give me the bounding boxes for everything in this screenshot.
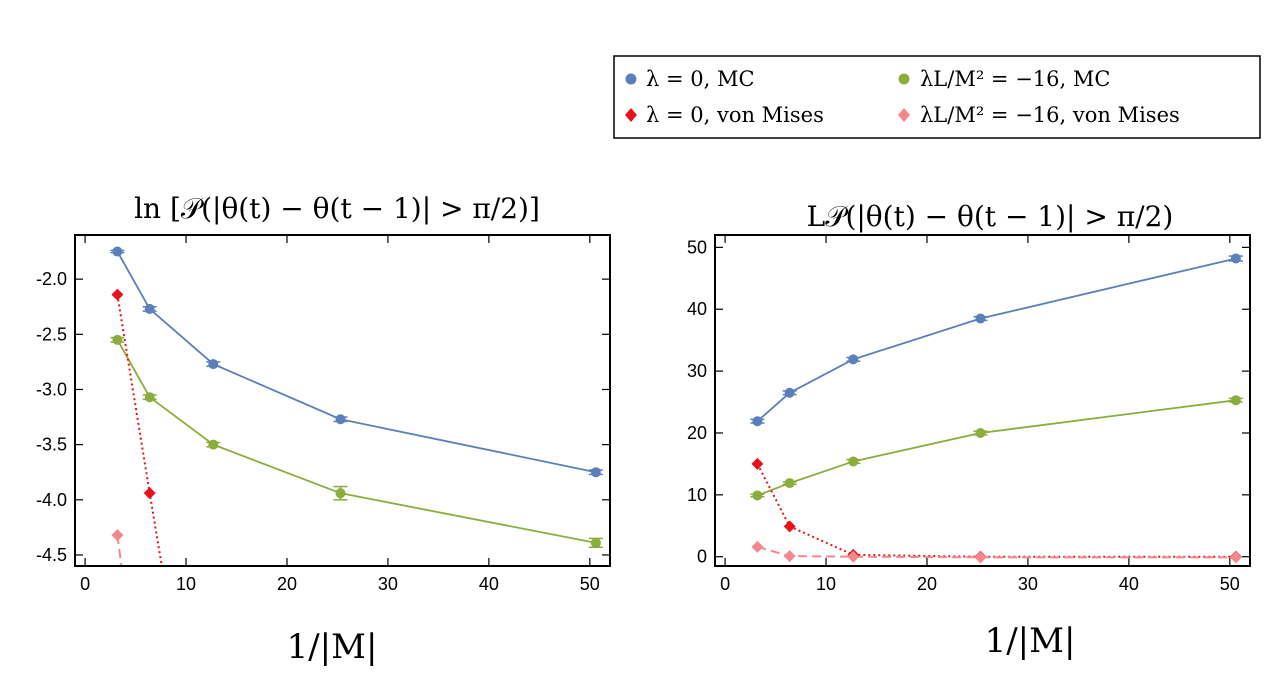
left-chart-point-mc0 — [335, 414, 346, 425]
left-chart-point-vm0 — [111, 288, 124, 301]
left-chart-ytick-label: -2.0 — [36, 269, 67, 289]
right-chart-xtick-label: 30 — [1018, 574, 1038, 594]
left-chart-point-mc0 — [112, 246, 123, 257]
left-chart-xtick-label: 30 — [378, 574, 398, 594]
left-chart-ticks: 0 10 20 30 40 50 -2.0 -2.5 -3.0 -3.5 -4.0 -4.5 — [36, 235, 610, 594]
legend-entry-mc0: λ = 0, MC — [625, 67, 755, 91]
right-chart-point-mc16 — [1230, 395, 1241, 406]
right-chart-line-vm16 — [757, 545, 1236, 559]
right-chart-point-mc16 — [848, 456, 859, 467]
right-chart-point-vm0 — [783, 520, 796, 533]
legend: λ = 0, MC λL/M² = −16, MC λ = 0, von Mis… — [613, 55, 1261, 139]
legend-marker-mc16 — [898, 73, 910, 85]
right-chart-ytick-label: 30 — [687, 361, 707, 381]
right-chart-point-mc0 — [975, 313, 986, 324]
left-chart-line-mc16 — [116, 339, 597, 544]
left-chart-series — [110, 246, 603, 566]
left-chart-xlabel: 1/|M| — [287, 627, 378, 667]
right-chart-point-vm16 — [847, 550, 860, 563]
left-chart-line-mc0 — [116, 251, 597, 474]
right-chart-xtick-label: 10 — [816, 574, 836, 594]
right-chart-point-vm0 — [751, 457, 764, 470]
right-chart-ytick-label: 20 — [687, 423, 707, 443]
left-chart-point-mc16 — [144, 392, 155, 403]
right-chart-series — [750, 253, 1243, 564]
legend-box — [613, 55, 1261, 139]
right-chart-xtick-label: 20 — [917, 574, 937, 594]
right-chart-xlabel: 1/|M| — [985, 621, 1076, 661]
left-chart-ytick-label: -2.5 — [36, 324, 67, 344]
legend-marker-vm16 — [898, 108, 910, 122]
left-chart-point-vm16 — [111, 529, 124, 542]
left-chart-xtick-label: 0 — [80, 574, 90, 594]
left-chart-point-mc16 — [590, 537, 601, 548]
right-chart-ytick-label: 50 — [687, 237, 707, 257]
left-chart-xtick-label: 50 — [580, 574, 600, 594]
legend-label-vm16: λL/M² = −16, von Mises — [920, 103, 1180, 127]
right-chart-xtick-label: 40 — [1119, 574, 1139, 594]
right-chart-point-mc0 — [752, 416, 763, 427]
left-chart-point-vm0 — [143, 487, 156, 500]
left-chart-line-vm0 — [116, 294, 163, 566]
left-chart-series-vm0 — [111, 288, 163, 566]
right-chart-series-mc0 — [750, 253, 1243, 427]
legend-entry-mc16: λL/M² = −16, MC — [898, 67, 1110, 91]
right-chart-ticks: 0 10 20 30 40 50 0 10 20 30 40 50 — [687, 235, 1250, 594]
left-chart-xtick-label: 10 — [176, 574, 196, 594]
right-chart-line-mc0 — [756, 257, 1237, 422]
right-chart-xtick-label: 0 — [720, 574, 730, 594]
right-chart-series-vm16 — [751, 540, 1242, 564]
left-chart-ytick-label: -4.0 — [36, 490, 67, 510]
right-chart-point-mc0 — [784, 387, 795, 398]
right-chart-frame — [714, 234, 1251, 567]
left-chart-point-mc16 — [335, 488, 346, 499]
right-chart-point-vm16 — [783, 550, 796, 563]
legend-marker-vm0 — [625, 108, 637, 122]
legend-label-mc16: λL/M² = −16, MC — [920, 67, 1110, 91]
legend-entry-vm16: λL/M² = −16, von Mises — [898, 103, 1180, 127]
left-chart-frame — [74, 234, 611, 567]
left-chart-point-mc16 — [112, 334, 123, 345]
left-chart-series-mc16 — [110, 334, 603, 548]
left-chart-ytick-label: -3.5 — [36, 435, 67, 455]
left-chart-xtick-label: 20 — [277, 574, 297, 594]
right-chart-point-mc16 — [752, 490, 763, 501]
left-chart-point-mc0 — [144, 303, 155, 314]
left-chart-point-mc0 — [208, 359, 219, 370]
right-chart-ytick-label: 40 — [687, 299, 707, 319]
right-chart-line-vm0 — [756, 463, 1236, 558]
right-chart-point-mc16 — [784, 478, 795, 489]
right-chart-point-vm16 — [974, 551, 987, 564]
right-chart-line-mc16 — [757, 399, 1236, 497]
left-chart-xtick-label: 40 — [479, 574, 499, 594]
right-chart-point-mc16 — [975, 427, 986, 438]
right-chart-xtick-label: 50 — [1220, 574, 1240, 594]
left-chart-ytick-label: -4.5 — [36, 545, 67, 565]
right-chart-title: L𝒫(|θ(t) − θ(t − 1)| > π/2) — [807, 200, 1174, 233]
right-chart-ytick-label: 10 — [687, 485, 707, 505]
left-chart: ln [𝒫(|θ(t) − θ(t − 1)| > π/2)] 0 10 20 30 4… — [36, 192, 611, 667]
right-chart-series-mc16 — [750, 395, 1243, 501]
legend-label-vm0: λ = 0, von Mises — [646, 103, 824, 127]
right-chart: L𝒫(|θ(t) − θ(t − 1)| > π/2) 0 10 20 30 40 500… — [687, 200, 1251, 661]
left-chart-point-mc0 — [590, 467, 601, 478]
legend-marker-mc0 — [625, 73, 637, 85]
left-chart-series-mc0 — [110, 246, 603, 478]
left-chart-title: ln [𝒫(|θ(t) − θ(t − 1)| > π/2)] — [134, 192, 540, 225]
right-chart-point-vm16 — [751, 540, 764, 553]
right-chart-series-vm0 — [751, 457, 1242, 563]
right-chart-point-mc0 — [848, 354, 859, 365]
left-chart-series-vm16 — [111, 529, 124, 566]
left-chart-ytick-label: -3.0 — [36, 379, 67, 399]
right-chart-point-vm16 — [1229, 551, 1242, 564]
legend-label-mc0: λ = 0, MC — [646, 67, 755, 91]
left-chart-point-mc16 — [208, 439, 219, 450]
right-chart-ytick-label: 0 — [697, 547, 707, 567]
right-chart-point-mc0 — [1230, 253, 1241, 264]
legend-entry-vm0: λ = 0, von Mises — [625, 103, 824, 127]
